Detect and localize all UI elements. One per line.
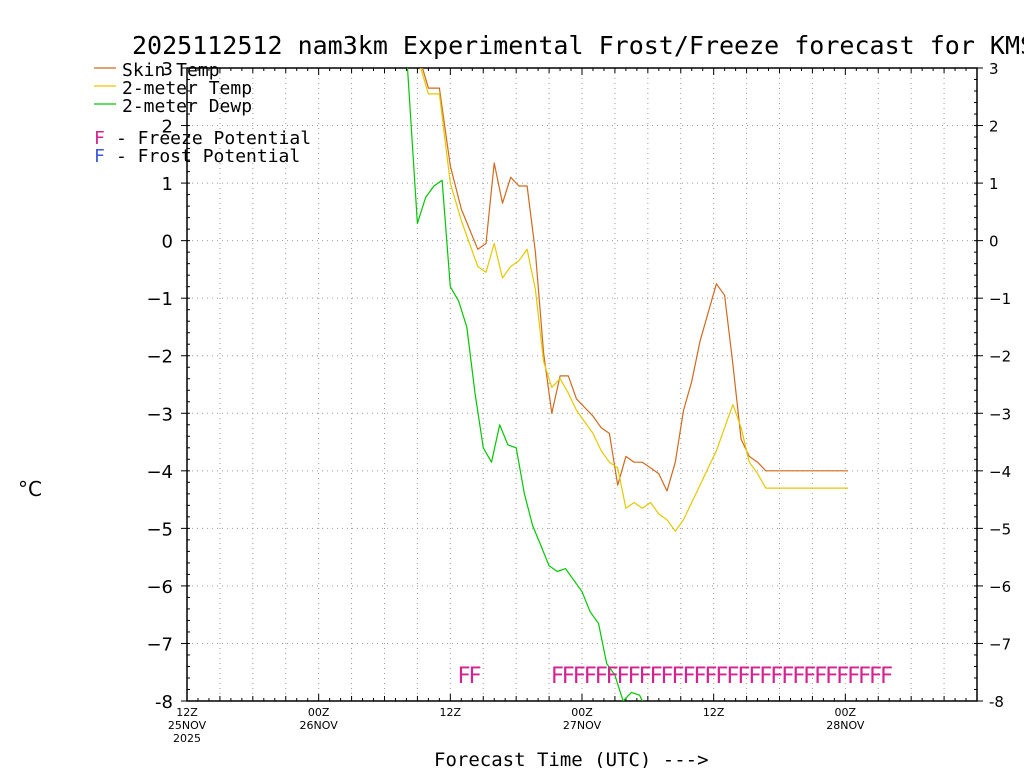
freeze-marker: F	[617, 664, 630, 689]
x-tick-label: 28NOV	[826, 719, 865, 732]
y-tick-label-right: −4	[989, 463, 1011, 481]
freeze-marker: F	[847, 664, 860, 689]
freeze-marker: F	[595, 664, 608, 689]
y-tick-label: −2	[146, 347, 173, 368]
freeze-marker: F	[704, 664, 717, 689]
legend-label: Skin Temp	[122, 60, 220, 81]
y-tick-label: 3	[162, 59, 173, 80]
freeze-marker: F	[468, 664, 481, 689]
y-tick-label: 1	[162, 174, 173, 195]
freeze-marker: F	[682, 664, 695, 689]
legend-label: 2-meter Temp	[122, 78, 252, 99]
freeze-marker: F	[803, 664, 816, 689]
series-line-2-meter-dewp	[406, 68, 644, 701]
freeze-marker: F	[573, 664, 586, 689]
x-tick-label: 2025	[173, 732, 201, 745]
y-tick-label-right: −2	[989, 348, 1011, 366]
freeze-marker: F	[562, 664, 575, 689]
freeze-marker: F	[606, 664, 619, 689]
x-axis-label: Forecast Time (UTC) --->	[434, 749, 709, 768]
legend-potential-glyph: F	[94, 128, 105, 149]
freeze-marker: F	[770, 664, 783, 689]
y-tick-label-right: 3	[989, 60, 999, 78]
y-tick-label-right: −5	[989, 520, 1011, 538]
y-tick-label: 0	[162, 232, 173, 253]
legend-potential-label: - Frost Potential	[116, 146, 300, 167]
freeze-marker: F	[726, 664, 739, 689]
series-line-2-meter-temp	[420, 68, 849, 532]
y-tick-label: 2	[162, 117, 173, 138]
freeze-marker: F	[858, 664, 871, 689]
x-tick-label: 12Z	[703, 706, 725, 719]
y-tick-label-right: −7	[989, 635, 1011, 653]
freeze-marker: F	[638, 664, 651, 689]
x-tick-label: 12Z	[440, 706, 462, 719]
freeze-marker: F	[660, 664, 673, 689]
series-line-skin-temp	[421, 68, 849, 492]
x-tick-label: 26NOV	[300, 719, 339, 732]
freeze-marker: F	[825, 664, 838, 689]
y-ticks: -8 -8 −7 −7 −6 −6 −5 −5 −4 −4 −3 −3 −2 −2 −1 −1 0 0 1 1 2 2 3 3	[146, 59, 1011, 713]
freeze-marker: F	[457, 664, 470, 689]
freeze-marker: F	[737, 664, 750, 689]
x-tick-label: 00Z	[308, 706, 330, 719]
freeze-marker: F	[693, 664, 706, 689]
y-tick-label: −7	[146, 634, 173, 655]
legend-label: 2-meter Dewp	[122, 96, 252, 117]
legend-potential-label: - Freeze Potential	[116, 128, 311, 149]
grid-lines	[187, 68, 977, 701]
y-tick-label-right: −1	[989, 290, 1011, 308]
freeze-marker: F	[649, 664, 662, 689]
y-tick-label-right: -8	[989, 693, 1004, 711]
freeze-marker: F	[715, 664, 728, 689]
y-tick-label: −5	[146, 519, 173, 540]
y-axis-label: °C	[18, 477, 42, 501]
freeze-marker: F	[748, 664, 761, 689]
freeze-marker: F	[836, 664, 849, 689]
x-tick-label: 00Z	[835, 706, 857, 719]
plot-axes	[186, 67, 978, 702]
y-tick-label-right: −3	[989, 405, 1011, 423]
freeze-marker: F	[551, 664, 564, 689]
y-tick-label-right: 1	[989, 175, 999, 193]
y-tick-label: -8	[155, 692, 173, 713]
series-lines	[406, 68, 849, 701]
y-tick-label: −3	[146, 404, 173, 425]
y-tick-label-right: 2	[989, 118, 999, 136]
freeze-marker: F	[759, 664, 772, 689]
y-tick-label-right: 0	[989, 233, 999, 251]
legend-potential-glyph: F	[94, 146, 105, 167]
x-tick-label: 12Z	[176, 706, 198, 719]
freeze-marker: F	[781, 664, 794, 689]
freeze-marker: F	[627, 664, 640, 689]
freeze-marker: F	[814, 664, 827, 689]
y-tick-label-right: −6	[989, 578, 1011, 596]
chart-title: 2025112512 nam3km Experimental Frost/Fre…	[132, 31, 1024, 60]
y-tick-label: −6	[146, 577, 173, 598]
x-tick-label: 27NOV	[563, 719, 602, 732]
freeze-marker: F	[584, 664, 597, 689]
freeze-marker: F	[792, 664, 805, 689]
y-tick-label: −4	[146, 462, 173, 483]
y-tick-label: −1	[146, 289, 173, 310]
x-tick-label: 25NOV	[168, 719, 207, 732]
freeze-marker: F	[869, 664, 882, 689]
x-tick-label: 00Z	[571, 706, 593, 719]
plot-frame	[186, 67, 978, 702]
freeze-marker: F	[671, 664, 684, 689]
freeze-marker: F	[880, 664, 893, 689]
